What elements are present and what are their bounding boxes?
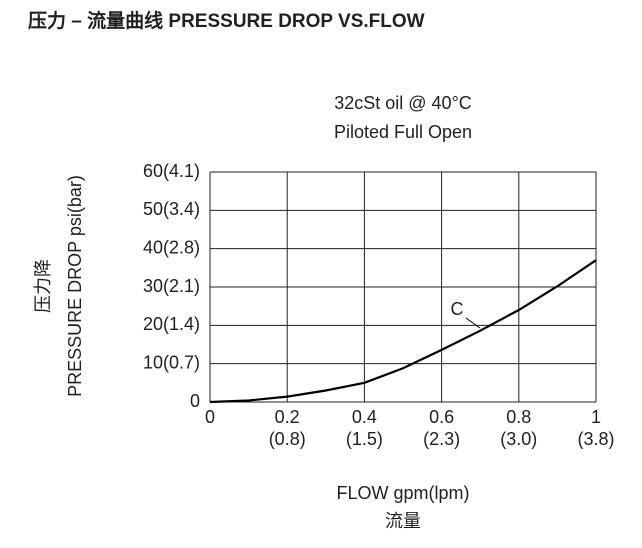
leader-line bbox=[465, 317, 481, 329]
x-tick-sublabel: (2.3) bbox=[423, 429, 460, 449]
x-tick-sublabel: (0.8) bbox=[269, 429, 306, 449]
y-axis-label: 压力降 bbox=[33, 259, 54, 313]
x-axis-label: 流量 bbox=[385, 511, 421, 532]
x-tick-label: 1 bbox=[591, 407, 601, 427]
x-tick-sublabel: (3.0) bbox=[500, 429, 537, 449]
curve-label: C bbox=[451, 299, 464, 319]
x-tick-label: 0.4 bbox=[352, 407, 377, 427]
chart-title: 压力 – 流量曲线 PRESSURE DROP VS.FLOW bbox=[28, 9, 425, 32]
x-tick-label: 0.2 bbox=[275, 407, 300, 427]
y-tick-label: 30(2.1) bbox=[143, 276, 200, 296]
x-tick-label: 0.6 bbox=[429, 407, 454, 427]
subtitle: Piloted Full Open bbox=[334, 122, 472, 142]
y-tick-label: 20(1.4) bbox=[143, 314, 200, 334]
x-tick-sublabel: (3.8) bbox=[577, 429, 614, 449]
x-tick-label: 0.8 bbox=[506, 407, 531, 427]
curve bbox=[209, 259, 597, 404]
x-axis-label: FLOW gpm(lpm) bbox=[336, 483, 469, 503]
x-tick-sublabel: (1.5) bbox=[346, 429, 383, 449]
x-tick-label: 0 bbox=[205, 407, 215, 427]
y-tick-label: 40(2.8) bbox=[143, 237, 200, 257]
subtitle: 32cSt oil @ 40°C bbox=[334, 93, 472, 113]
y-tick-label: 60(4.1) bbox=[143, 161, 200, 181]
y-tick-label: 0 bbox=[190, 391, 200, 411]
y-tick-label: 10(0.7) bbox=[143, 352, 200, 372]
y-axis-label: PRESSURE DROP psi(bar) bbox=[65, 175, 85, 397]
y-tick-label: 50(3.4) bbox=[143, 199, 200, 219]
